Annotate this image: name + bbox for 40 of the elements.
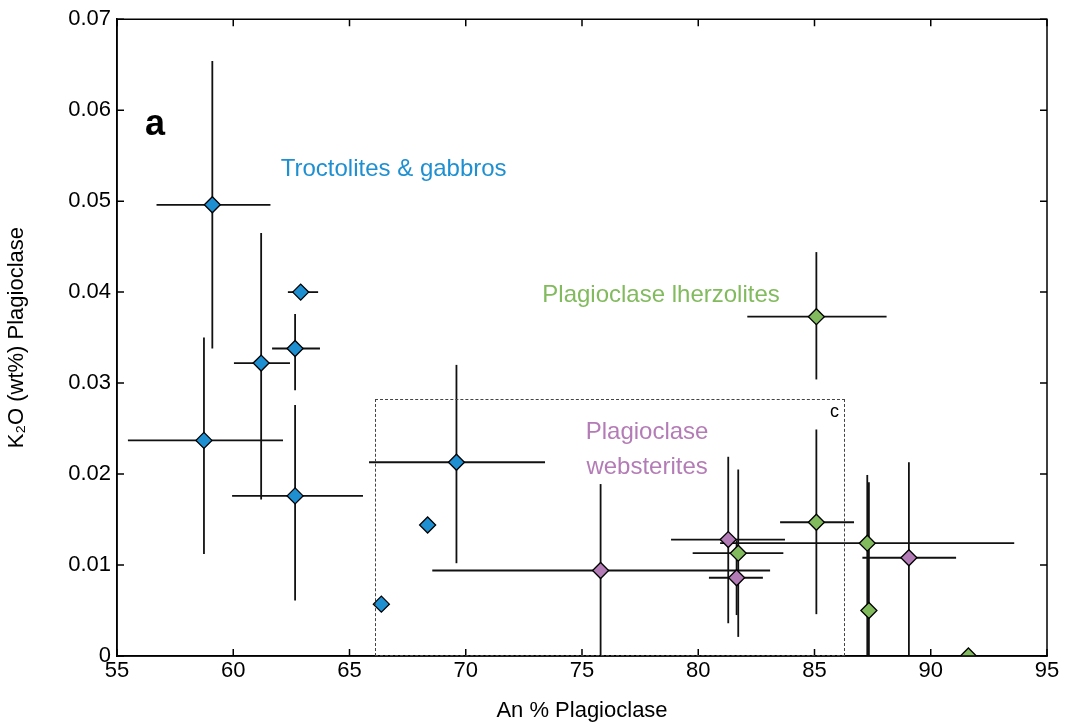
text: Troctolites & gabbros: [280, 153, 507, 181]
y-tick-label: 0.07: [68, 5, 111, 31]
series-label: Plagioclase lherzolites: [542, 280, 780, 308]
point: [286, 487, 304, 505]
x-tick-label: 90: [918, 657, 943, 683]
x-axis-title: An % Plagioclase: [496, 696, 668, 722]
point: [372, 595, 390, 613]
annotation: a: [144, 101, 166, 143]
annotation: c: [829, 401, 839, 422]
y-tick-label: 0.01: [68, 551, 111, 577]
point: [252, 354, 270, 372]
point: [418, 516, 437, 534]
point: [286, 339, 304, 358]
text: Plagioclase websterites: [585, 416, 709, 479]
x-tick-label: 85: [802, 657, 827, 683]
point: [727, 569, 746, 587]
point: [900, 549, 918, 567]
point: [203, 196, 221, 214]
point: [719, 530, 737, 549]
x-tick-label: 80: [686, 657, 711, 683]
point: [447, 453, 466, 471]
y-tick-label: 0.03: [68, 369, 111, 395]
y-axis-title: K₂O (wt%) Plagioclase: [3, 226, 29, 449]
point: [860, 601, 878, 620]
point: [807, 513, 826, 531]
y-tick-label: 0.06: [68, 96, 111, 122]
x-tick-label: 75: [569, 657, 595, 683]
x-tick-label: 65: [337, 657, 362, 683]
point: [195, 431, 213, 450]
x-tick-label: 60: [221, 657, 246, 683]
point: [292, 283, 310, 301]
y-tick-label: 0.05: [68, 187, 111, 213]
point: [591, 561, 610, 580]
point: [729, 544, 747, 562]
x-tick-label: 70: [453, 657, 478, 683]
x-tick-label: 95: [1034, 657, 1060, 683]
point: [858, 534, 876, 552]
point: [807, 308, 826, 326]
y-tick-label: 0.04: [68, 278, 111, 304]
y-tick-label: 0.02: [68, 460, 111, 486]
